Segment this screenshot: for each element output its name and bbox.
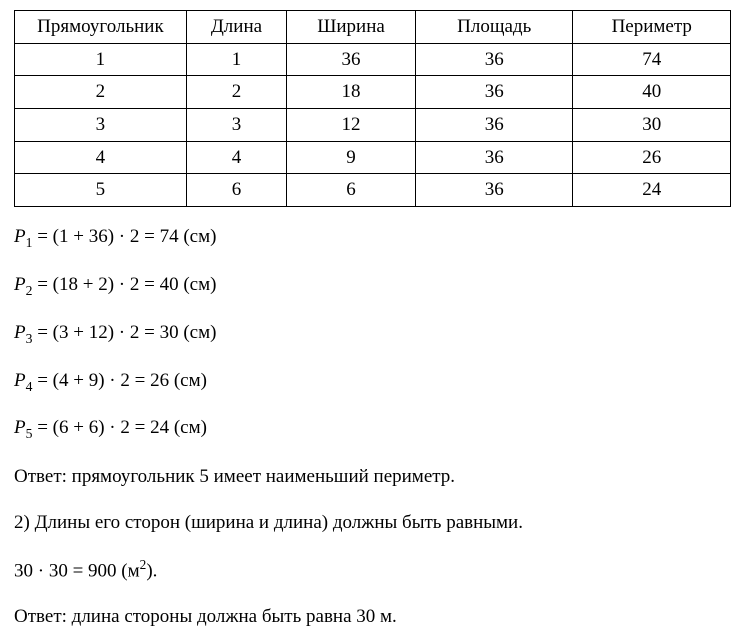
equation-var: P xyxy=(14,226,26,247)
table-cell: 30 xyxy=(573,108,731,141)
table-row: 4 4 9 36 26 xyxy=(15,141,731,174)
equation-body: = (3 + 12) · 2 = 30 (см) xyxy=(32,322,216,343)
equation-p3: P3 = (3 + 12) · 2 = 30 (см) xyxy=(14,321,731,347)
equation-p1: P1 = (1 + 36) · 2 = 74 (см) xyxy=(14,225,731,251)
table-row: 2 2 18 36 40 xyxy=(15,76,731,109)
equation-p5: P5 = (6 + 6) · 2 = 24 (см) xyxy=(14,416,731,442)
table-row: 3 3 12 36 30 xyxy=(15,108,731,141)
table-cell: 2 xyxy=(186,76,286,109)
table-header-row: Прямоугольник Длина Ширина Площадь Перим… xyxy=(15,11,731,44)
table-cell: 74 xyxy=(573,43,731,76)
table-cell: 4 xyxy=(15,141,187,174)
table-cell: 26 xyxy=(573,141,731,174)
table-cell: 9 xyxy=(287,141,416,174)
table-cell: 36 xyxy=(287,43,416,76)
table-row: 5 6 6 36 24 xyxy=(15,174,731,207)
part2-intro: 2) Длины его сторон (ширина и длина) дол… xyxy=(14,510,731,536)
table-cell: 1 xyxy=(15,43,187,76)
table-header-cell: Периметр xyxy=(573,11,731,44)
table-row: 1 1 36 36 74 xyxy=(15,43,731,76)
equation-body: = (1 + 36) · 2 = 74 (см) xyxy=(32,226,216,247)
table-cell: 36 xyxy=(415,141,573,174)
table-header-cell: Прямоугольник xyxy=(15,11,187,44)
equation-p2: P2 = (18 + 2) · 2 = 40 (см) xyxy=(14,273,731,299)
table-cell: 36 xyxy=(415,43,573,76)
table-cell: 1 xyxy=(186,43,286,76)
equation-var: P xyxy=(14,322,26,343)
table-cell: 36 xyxy=(415,76,573,109)
table-header-cell: Длина xyxy=(186,11,286,44)
table-cell: 24 xyxy=(573,174,731,207)
equation-p4: P4 = (4 + 9) · 2 = 26 (см) xyxy=(14,369,731,395)
equation-var: P xyxy=(14,417,26,438)
table-cell: 40 xyxy=(573,76,731,109)
table-cell: 36 xyxy=(415,108,573,141)
calc-2: 30 · 30 = 900 (м2). xyxy=(14,556,731,584)
table-cell: 6 xyxy=(186,174,286,207)
equation-body: = (4 + 9) · 2 = 26 (см) xyxy=(32,370,207,391)
table-cell: 5 xyxy=(15,174,187,207)
table-cell: 3 xyxy=(186,108,286,141)
calc2-suffix: ). xyxy=(146,560,157,581)
equation-var: P xyxy=(14,370,26,391)
answer-2: Ответ: длина стороны должна быть равна 3… xyxy=(14,604,731,630)
table-cell: 36 xyxy=(415,174,573,207)
answer-1: Ответ: прямоугольник 5 имеет наименьший … xyxy=(14,464,731,490)
table-header-cell: Площадь xyxy=(415,11,573,44)
table-cell: 3 xyxy=(15,108,187,141)
table-cell: 12 xyxy=(287,108,416,141)
rectangle-table: Прямоугольник Длина Ширина Площадь Перим… xyxy=(14,10,731,207)
table-cell: 2 xyxy=(15,76,187,109)
table-cell: 18 xyxy=(287,76,416,109)
table-cell: 4 xyxy=(186,141,286,174)
equation-body: = (18 + 2) · 2 = 40 (см) xyxy=(32,274,216,295)
equation-var: P xyxy=(14,274,26,295)
table-header-cell: Ширина xyxy=(287,11,416,44)
table-cell: 6 xyxy=(287,174,416,207)
calc2-prefix: 30 · 30 = 900 (м xyxy=(14,560,140,581)
equation-body: = (6 + 6) · 2 = 24 (см) xyxy=(32,417,207,438)
